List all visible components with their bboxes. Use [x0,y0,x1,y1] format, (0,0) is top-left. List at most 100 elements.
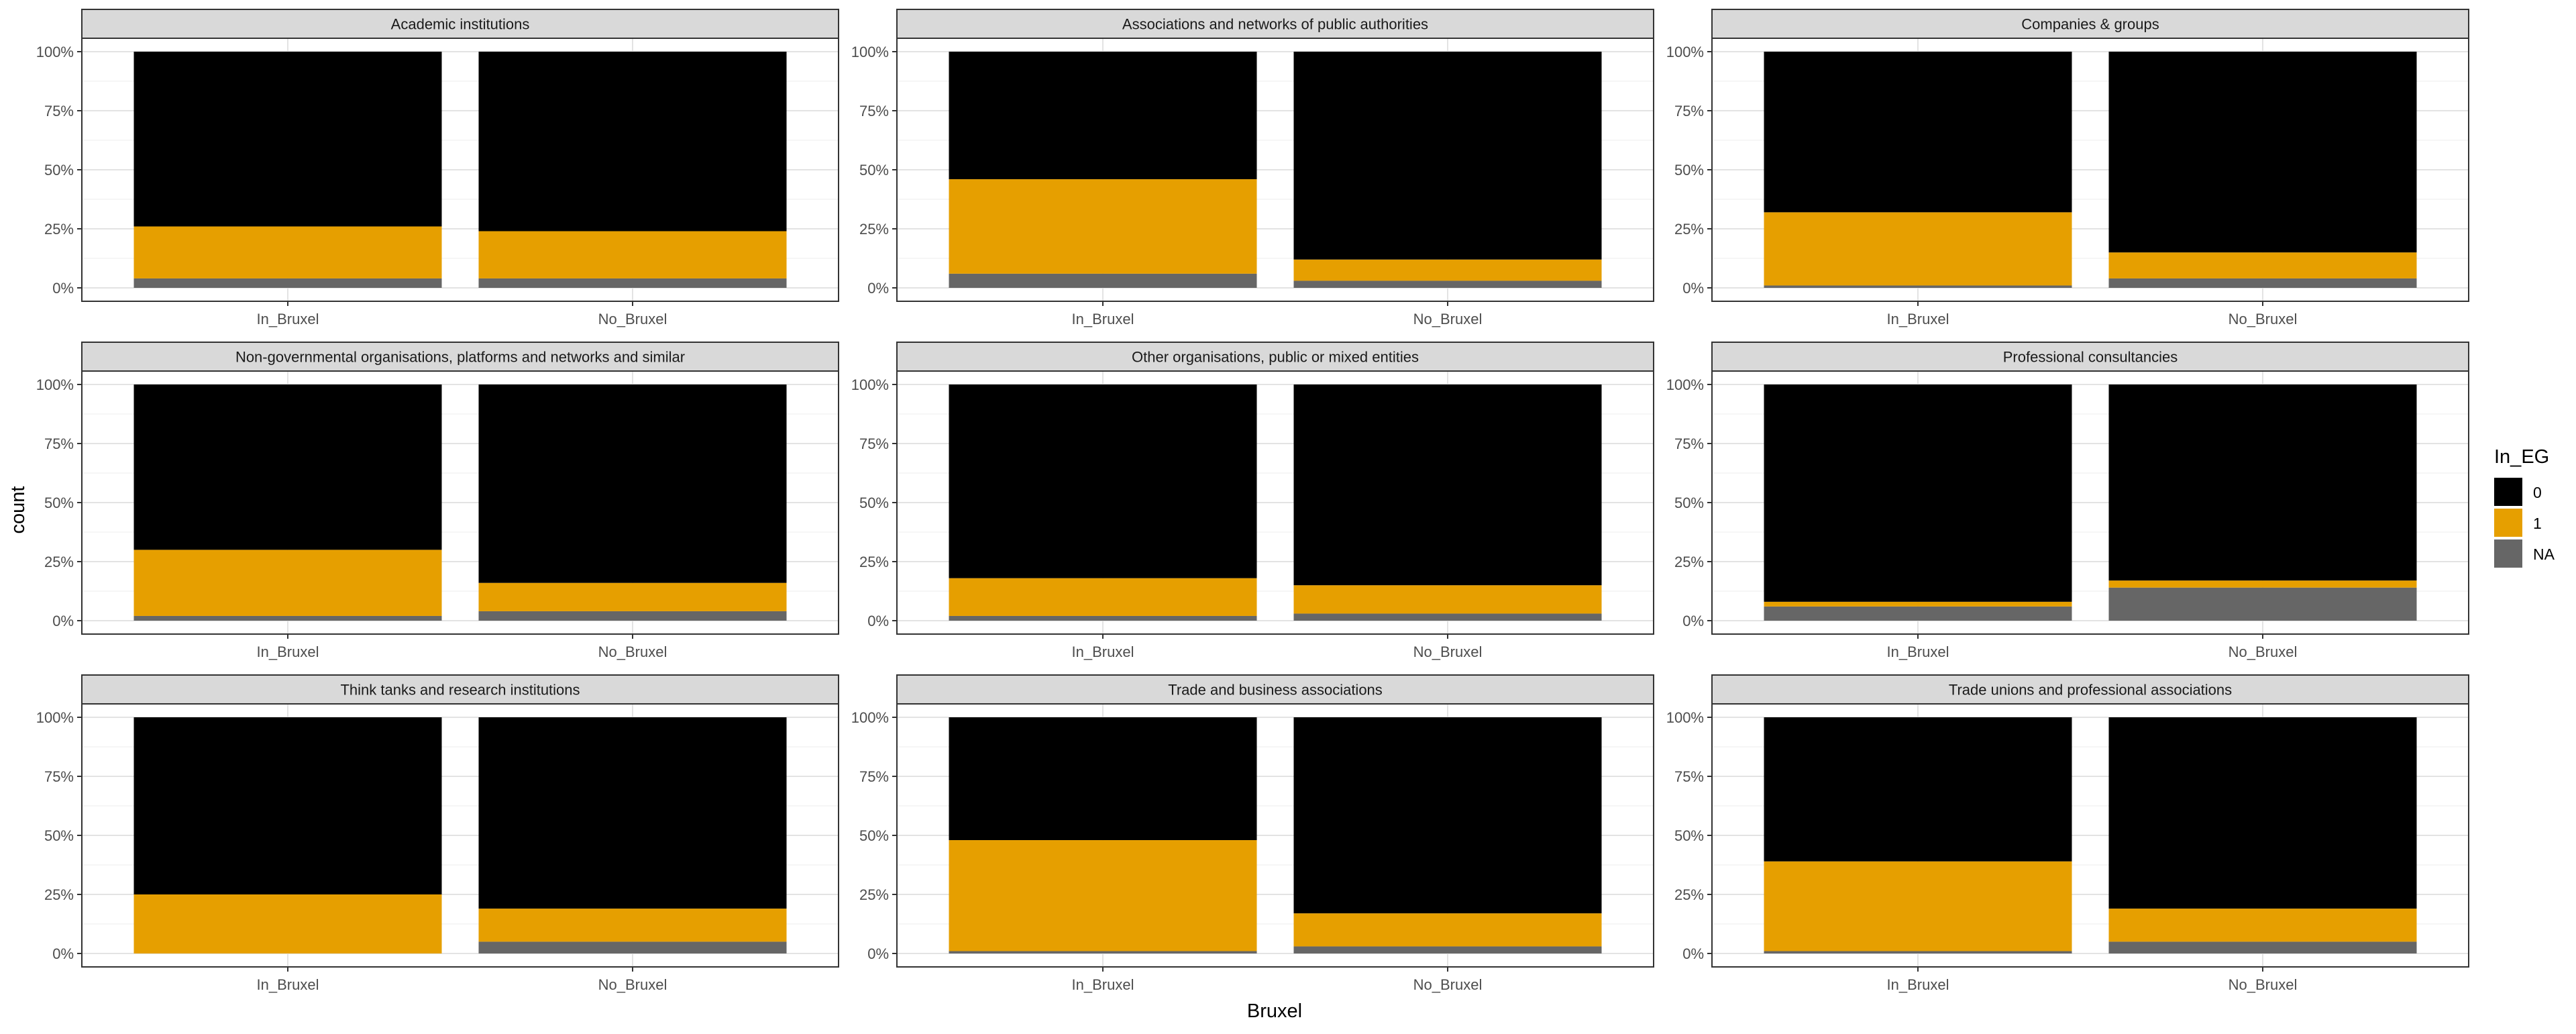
bar-segment-0 [2108,717,2417,909]
bar-segment-na [2108,278,2417,288]
x-axis-title: Bruxel [1247,1000,1302,1022]
y-tick-label: 75% [1674,103,1704,119]
facet-title: Academic institutions [391,16,530,33]
legend-title: In_EG [2494,446,2549,468]
bar-segment-0 [949,384,1257,578]
bar-segment-na [478,611,787,621]
y-tick-label: 75% [1674,768,1704,785]
bar-segment-0 [1293,384,1602,586]
y-tick-label: 100% [851,376,889,393]
bar-segment-0 [133,717,442,894]
y-tick-label: 0% [1682,945,1704,962]
y-tick-label: 50% [859,495,889,511]
facet-panel: Other organisations, public or mixed ent… [851,342,1654,660]
y-tick-label: 75% [859,768,889,785]
x-tick-label: In_Bruxel [257,311,319,327]
y-axis-title: count [7,486,29,534]
bar-segment-1 [478,582,787,611]
legend-key-swatch [2494,539,2522,568]
facet-strip [81,674,839,705]
x-tick-label: In_Bruxel [1072,643,1134,660]
x-tick-label: No_Bruxel [1413,311,1483,327]
facet-title: Associations and networks of public auth… [1122,16,1428,33]
bar-segment-na [1764,606,2072,621]
y-tick-label: 100% [36,376,74,393]
bar-segment-0 [2108,384,2417,581]
y-tick-label: 100% [1666,709,1704,726]
bar-segment-na [2108,587,2417,621]
y-tick-label: 25% [1674,554,1704,570]
facet-panel: Professional consultancies 0% 25% 50% 75% 100… [1666,342,2469,660]
legend-key-swatch [2494,478,2522,506]
facet-strip [896,674,1654,705]
y-tick-label: 50% [44,827,74,844]
y-tick-label: 75% [859,103,889,119]
facet-title: Professional consultancies [2003,349,2178,366]
y-tick-label: 75% [1674,435,1704,452]
legend-key-label: NA [2533,546,2555,563]
bar-segment-1 [1293,585,1602,614]
y-tick-label: 0% [867,613,889,629]
facet-strip [81,342,839,372]
bar-segment-na [1293,280,1602,288]
y-tick-label: 100% [851,709,889,726]
bar-segment-1 [1764,212,2072,286]
x-tick-label: In_Bruxel [1887,976,1949,993]
bar-segment-1 [133,226,442,278]
x-tick-label: No_Bruxel [2229,311,2298,327]
y-tick-label: 0% [867,280,889,297]
bar-segment-1 [133,894,442,953]
x-tick-label: No_Bruxel [2229,976,2298,993]
legend-keys: 0 1 NA [2494,478,2555,568]
x-tick-label: In_Bruxel [257,643,319,660]
y-tick-label: 75% [859,435,889,452]
bar-segment-0 [478,717,787,909]
y-tick-label: 50% [859,162,889,178]
bar-segment-1 [1293,913,1602,947]
bar-segment-0 [1764,717,2072,862]
bar-segment-na [1293,613,1602,621]
facet-strip [896,9,1654,39]
bar-segment-0 [478,384,787,583]
bar-segment-0 [1764,52,2072,213]
bar-segment-na [133,278,442,288]
y-tick-label: 100% [36,709,74,726]
y-tick-label: 25% [1674,886,1704,903]
bar-segment-na [133,615,442,621]
y-tick-label: 25% [44,886,74,903]
y-tick-label: 50% [1674,827,1704,844]
x-tick-label: In_Bruxel [1072,976,1134,993]
bar-segment-0 [949,52,1257,180]
x-tick-label: No_Bruxel [1413,643,1483,660]
x-tick-label: In_Bruxel [1887,311,1949,327]
y-tick-label: 75% [44,103,74,119]
bar-segment-0 [1293,717,1602,914]
facet-title: Other organisations, public or mixed ent… [1132,349,1419,366]
bar-segment-1 [949,179,1257,274]
legend: In_EG 0 1 NA [2494,446,2555,568]
legend-key-label: 0 [2533,484,2542,501]
y-tick-label: 0% [1682,280,1704,297]
bar-segment-na [478,278,787,288]
y-tick-label: 25% [859,554,889,570]
facet-title: Think tanks and research institutions [340,682,580,699]
bar-segment-0 [133,52,442,227]
bar-segment-1 [949,578,1257,616]
facet-title: Trade and business associations [1168,682,1383,699]
y-tick-label: 25% [859,886,889,903]
y-tick-label: 0% [1682,613,1704,629]
legend-key-swatch [2494,509,2522,537]
bar-segment-na [949,615,1257,621]
y-tick-label: 0% [52,613,74,629]
bar-segment-na [949,273,1257,288]
facet-panel: Academic institutions 0% 25% 50% 75% 100% In_B… [36,9,839,327]
facet-title: Non-governmental organisations, platform… [235,349,685,366]
facet-strip [896,342,1654,372]
bar-segment-1 [133,550,442,616]
bar-segment-1 [478,231,787,278]
facet-panel: Associations and networks of public auth… [851,9,1654,327]
y-tick-label: 25% [1674,221,1704,238]
bar-segment-1 [2108,252,2417,278]
